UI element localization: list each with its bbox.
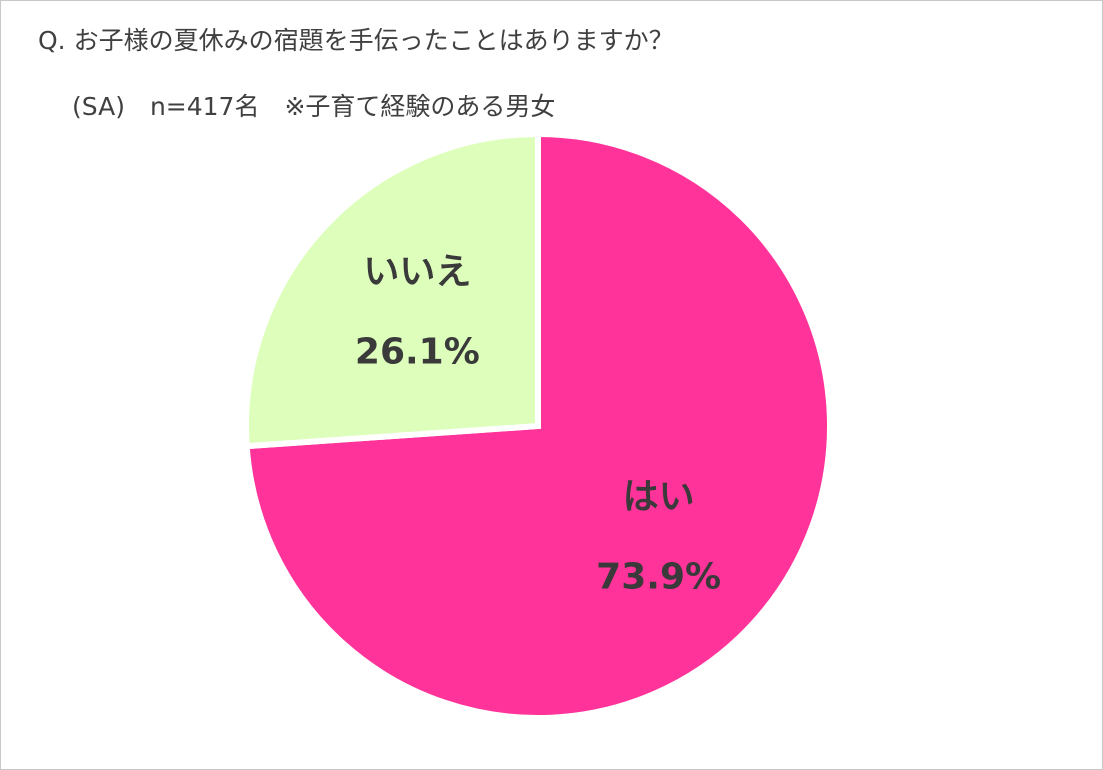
chart-subtitle: (SA) n=417名 ※子育て経験のある男女	[72, 92, 555, 121]
chart-title: Q. お子様の夏休みの宿題を手伝ったことはありますか？	[38, 26, 674, 55]
pie-slice	[243, 130, 541, 450]
slice-value-label: 26.1%	[355, 331, 480, 372]
slice-category-label: はい	[623, 477, 695, 518]
slice-category-label: いいえ	[363, 251, 471, 292]
slice-value-label: 73.9%	[596, 557, 721, 598]
